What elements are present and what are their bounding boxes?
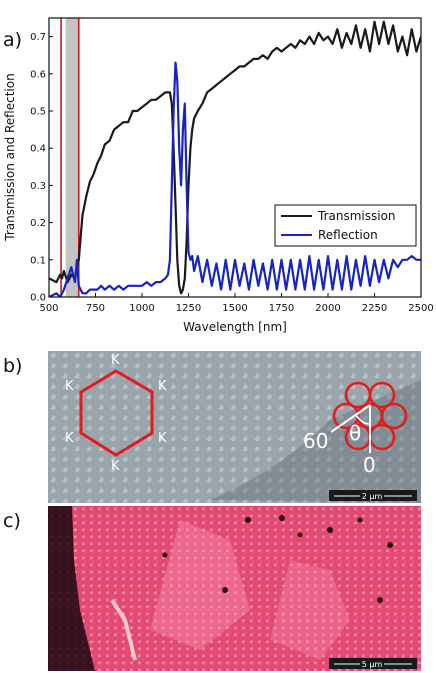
angle-ray-60: [330, 404, 371, 433]
spectrum-chart: 500 750 1000 1250 1500 1750 2000 2250 2500 0.0 0.…: [3, 17, 434, 334]
dark-crack-region: [48, 506, 95, 671]
legend-label-reflection: Reflection: [318, 228, 378, 242]
legend-box: [274, 204, 417, 247]
angle-label-theta: θ: [349, 421, 361, 445]
y-tick-label: 0.2: [30, 218, 46, 229]
k-point-upper-right: K: [158, 379, 167, 394]
y-tick-label: 0.6: [30, 69, 46, 80]
y-axis-label: Transmission and Reflection: [3, 73, 17, 241]
sem-image-panel-b: K K K K K K 60 θ 0 2 μm: [48, 351, 421, 503]
y-tick-label: 0.5: [30, 107, 46, 118]
angle-label-0: 0: [363, 453, 376, 477]
k-point-lower-left: K: [65, 431, 74, 446]
scalebar-b: 2 μm: [329, 490, 417, 501]
y-tick-label: 0.4: [30, 144, 46, 155]
x-tick-label: 500: [39, 303, 58, 314]
series-line-transmission: [49, 20, 421, 295]
highlight-band: [65, 18, 79, 297]
x-tick-label: 750: [86, 303, 105, 314]
void: [377, 597, 383, 603]
k-point-lower-right: K: [158, 431, 167, 446]
void: [297, 532, 303, 538]
x-tick-label: 2500: [408, 303, 433, 314]
k-point-top: K: [111, 353, 120, 368]
k-point-upper-left: K: [65, 379, 74, 394]
angle-arc: [355, 414, 371, 425]
x-tick-label: 1000: [129, 303, 154, 314]
y-tick-label: 0.1: [30, 255, 46, 266]
void: [245, 517, 251, 523]
brillouin-hexagon: [79, 369, 154, 457]
angle-label-60: 60: [303, 429, 328, 453]
series-line-reflection: [49, 61, 421, 297]
scalebar-c: 5 μm: [329, 658, 417, 669]
scalebar-b-label: 2 μm: [362, 492, 383, 501]
y-tick-label: 0.3: [30, 181, 46, 192]
legend-label-transmission: Transmission: [317, 209, 396, 223]
void: [387, 542, 393, 548]
void: [279, 515, 285, 521]
sem-image-c: [48, 506, 421, 671]
x-tick-label: 2250: [362, 303, 387, 314]
sem-image-b: [48, 351, 421, 503]
k-point-bottom: K: [111, 459, 120, 474]
voids: [162, 515, 393, 603]
x-tick-label: 1750: [269, 303, 294, 314]
x-tick-label: 2000: [315, 303, 340, 314]
bright-grain-region: [150, 520, 250, 650]
scalebar-c-textbg: [360, 659, 384, 668]
grain-boundary-highlight: [110, 598, 137, 661]
legend: Transmission Reflection: [274, 204, 417, 247]
x-tick-label: 1500: [222, 303, 247, 314]
void: [357, 517, 363, 523]
panel-label-c: c): [3, 510, 21, 532]
bright-grain-region: [270, 560, 350, 660]
scalebar-c-label: 5 μm: [362, 660, 383, 669]
panel-label-a: a): [3, 29, 22, 51]
cluster-circle: [368, 381, 396, 409]
void: [222, 587, 228, 593]
grain-boundary-shadow: [210, 380, 421, 503]
y-tick-label: 0.7: [30, 32, 46, 43]
cluster-circle: [380, 402, 408, 430]
cluster-circle: [332, 402, 360, 430]
void: [327, 527, 333, 533]
x-axis-label: Wavelength [nm]: [183, 320, 287, 334]
scalebar-b-textbg: [360, 491, 384, 500]
sem-image-panel-c: 5 μm: [48, 506, 421, 671]
void: [162, 552, 168, 558]
y-tick-label: 0.0: [30, 293, 46, 304]
panel-label-b: b): [3, 355, 22, 377]
x-tick-label: 1250: [176, 303, 201, 314]
